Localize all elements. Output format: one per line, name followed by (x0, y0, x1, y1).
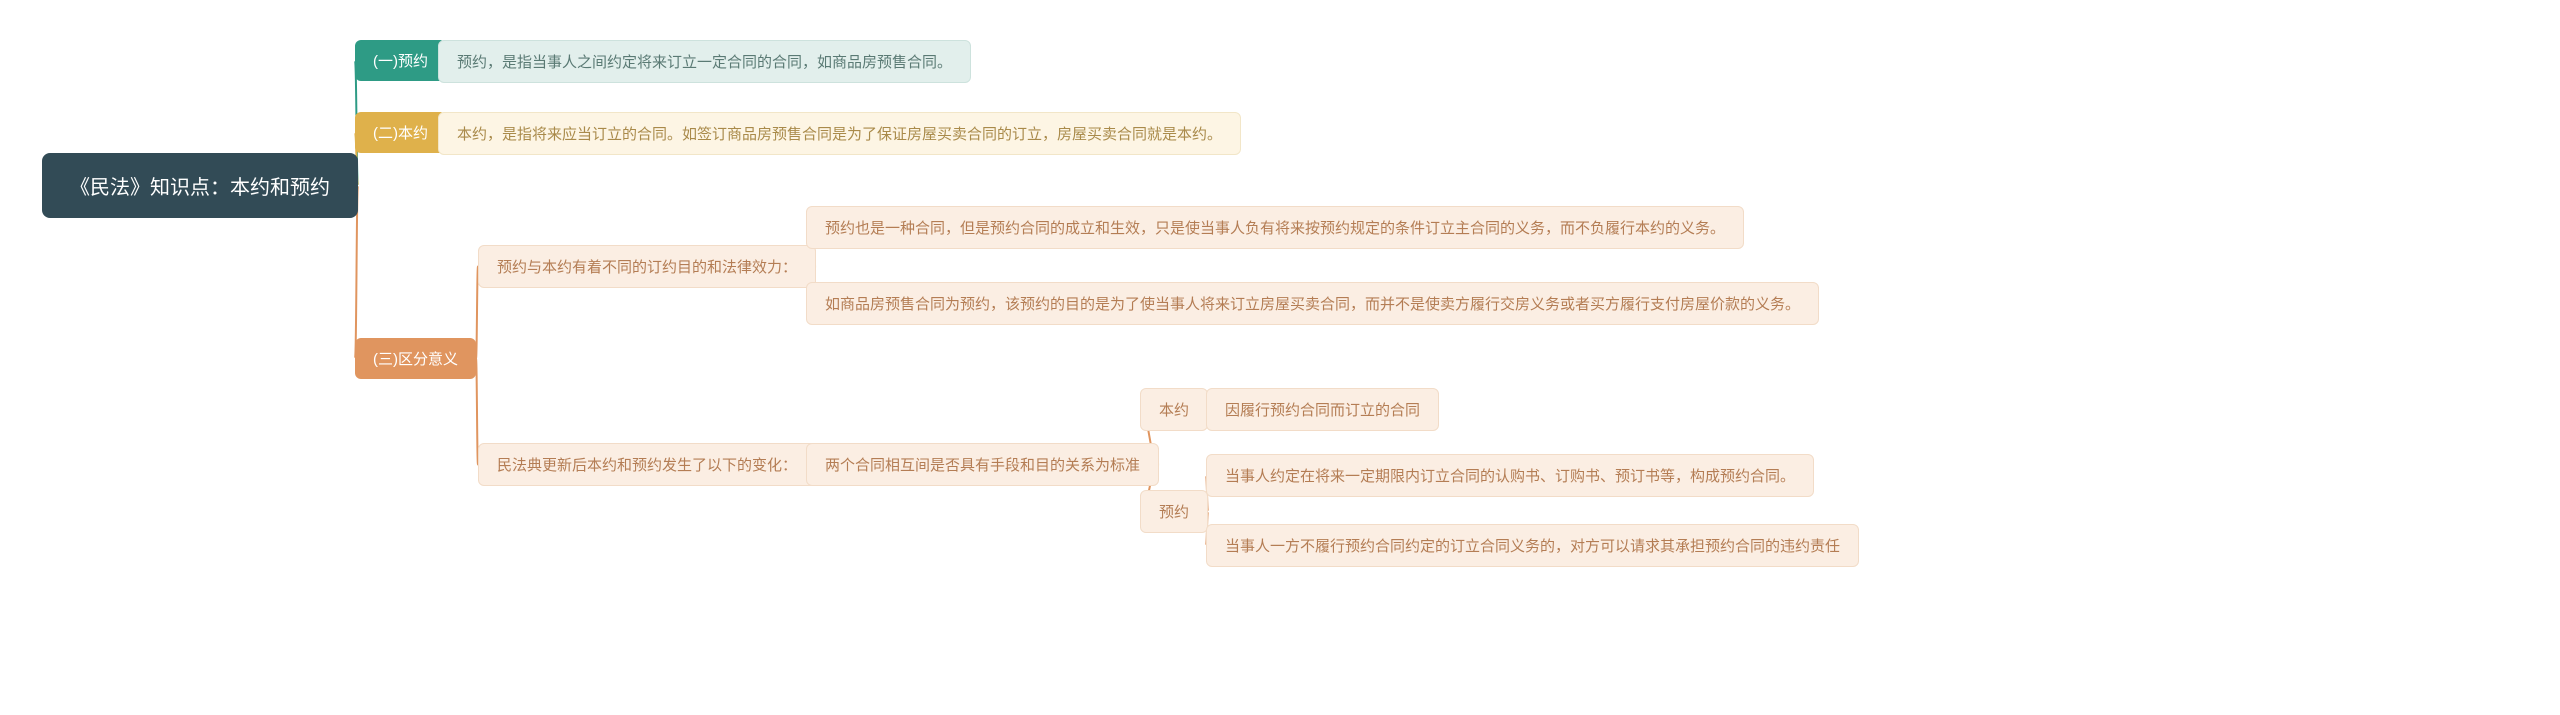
section-3a-leaf-2: 如商品房预售合同为预约，该预约的目的是为了使当事人将来订立房屋买卖合同，而并不是… (806, 282, 1819, 325)
section-3a-node[interactable]: 预约与本约有着不同的订约目的和法律效力： (478, 245, 816, 288)
section-2-leaf: 本约，是指将来应当订立的合同。如签订商品房预售合同是为了保证房屋买卖合同的订立，… (438, 112, 1241, 155)
section-3b-mid-node[interactable]: 两个合同相互间是否具有手段和目的关系为标准 (806, 443, 1159, 486)
section-3b-g1-leaf: 因履行预约合同而订立的合同 (1206, 388, 1439, 431)
section-3b-g2-leaf-2: 当事人一方不履行预约合同约定的订立合同义务的，对方可以请求其承担预约合同的违约责… (1206, 524, 1859, 567)
section-3a-leaf-1: 预约也是一种合同，但是预约合同的成立和生效，只是使当事人负有将来按预约规定的条件… (806, 206, 1744, 249)
section-3b-g2-leaf-1: 当事人约定在将来一定期限内订立合同的认购书、订购书、预订书等，构成预约合同。 (1206, 454, 1814, 497)
section-2-node[interactable]: (二)本约 (355, 112, 446, 153)
section-3b-node[interactable]: 民法典更新后本约和预约发生了以下的变化： (478, 443, 816, 486)
section-3b-g2-node[interactable]: 预约 (1140, 490, 1208, 533)
root-node[interactable]: 《民法》知识点：本约和预约 (42, 153, 358, 218)
section-3b-g1-node[interactable]: 本约 (1140, 388, 1208, 431)
section-1-node[interactable]: (一)预约 (355, 40, 446, 81)
section-1-leaf: 预约，是指当事人之间约定将来订立一定合同的合同，如商品房预售合同。 (438, 40, 971, 83)
section-3-node[interactable]: (三)区分意义 (355, 338, 476, 379)
